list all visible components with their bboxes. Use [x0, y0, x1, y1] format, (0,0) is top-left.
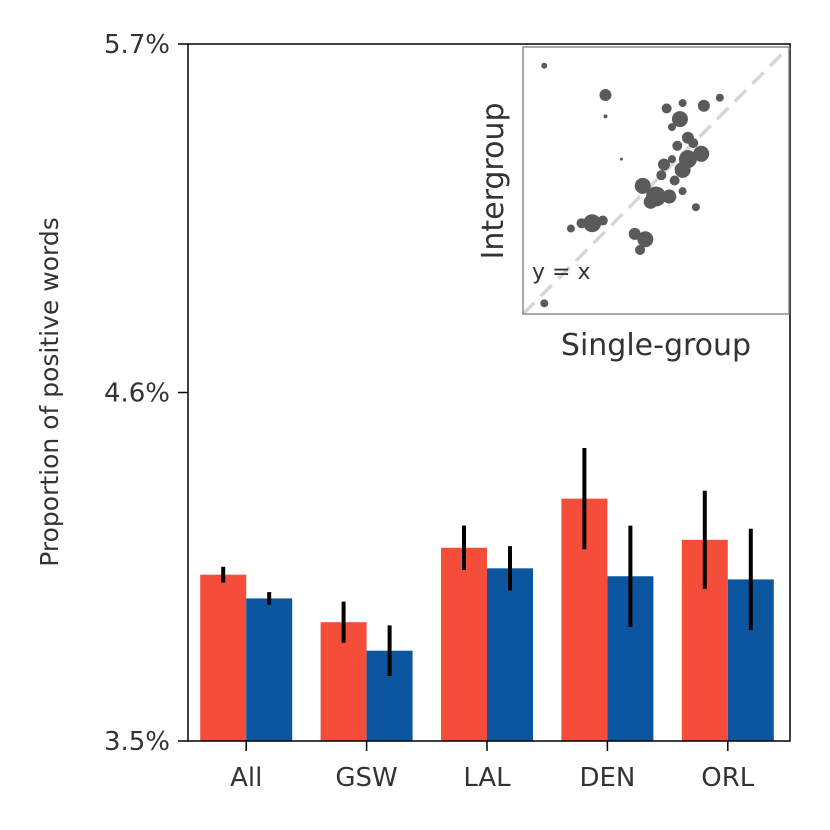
inset-scatter-point: [697, 99, 710, 112]
inset-scatter-point: [656, 170, 667, 181]
inset-scatter-point: [657, 158, 670, 171]
inset-x-axis-title: Single-group: [561, 328, 751, 363]
y-tick-label: 4.6%: [104, 379, 170, 409]
inset-scatter-point: [634, 177, 651, 194]
inset-scatter: y = x Single-group Intergroup: [476, 45, 791, 363]
bar-single-group-all: [246, 598, 293, 741]
bar-intergroup-lal: [441, 547, 487, 741]
inset-scatter-point: [661, 103, 672, 114]
inset-scatter-point: [603, 114, 608, 119]
inset-scatter-point: [678, 150, 697, 169]
inset-scatter-point: [688, 138, 699, 149]
inset-scatter-point: [671, 111, 688, 128]
inset-scatter-point: [667, 155, 676, 164]
inset-scatter-point: [672, 140, 683, 151]
inset-scatter-point: [715, 93, 724, 102]
y-axis-title: Proportion of positive words: [35, 217, 64, 566]
inset-scatter-point: [669, 175, 680, 186]
error-bars-group: [221, 447, 753, 677]
inset-y-axis-title: Intergroup: [476, 102, 511, 259]
x-tick-label: DEN: [579, 763, 635, 793]
inset-annotation: y = x: [532, 260, 590, 285]
inset-scatter-point: [635, 244, 646, 255]
inset-scatter-point: [637, 231, 654, 248]
bar-intergroup-all: [200, 574, 247, 741]
inset-points-group: [540, 62, 724, 308]
inset-scatter-point: [662, 189, 677, 204]
x-tick-label: All: [230, 763, 262, 793]
inset-scatter-point: [597, 215, 608, 226]
x-tick-label: GSW: [335, 763, 397, 793]
y-tick-label: 5.7%: [104, 30, 170, 60]
inset-scatter-point: [583, 214, 602, 233]
inset-scatter-point: [678, 187, 687, 196]
inset-scatter-point: [643, 194, 658, 209]
inset-scatter-point: [576, 218, 587, 229]
inset-scatter-point: [540, 299, 549, 308]
inset-scatter-point: [566, 224, 575, 233]
inset-frame: [522, 46, 790, 315]
inset-scatter-point: [693, 145, 710, 162]
bars-group: [200, 498, 774, 741]
inset-scatter-point: [691, 203, 700, 212]
inset-scatter-point: [599, 89, 612, 102]
x-tick-label: LAL: [463, 763, 511, 793]
inset-scatter-point: [541, 62, 548, 69]
x-axis: All GSW LAL DEN ORL: [230, 741, 755, 793]
inset-scatter-point: [678, 99, 687, 108]
inset-scatter-point: [619, 157, 623, 161]
y-axis: 3.5% 4.6% 5.7%: [104, 30, 188, 757]
y-tick-label: 3.5%: [104, 727, 170, 757]
inset-scatter-point: [667, 123, 676, 132]
inset-reference-line: [521, 45, 791, 316]
bar-single-group-lal: [487, 568, 533, 741]
x-tick-label: ORL: [701, 763, 755, 793]
